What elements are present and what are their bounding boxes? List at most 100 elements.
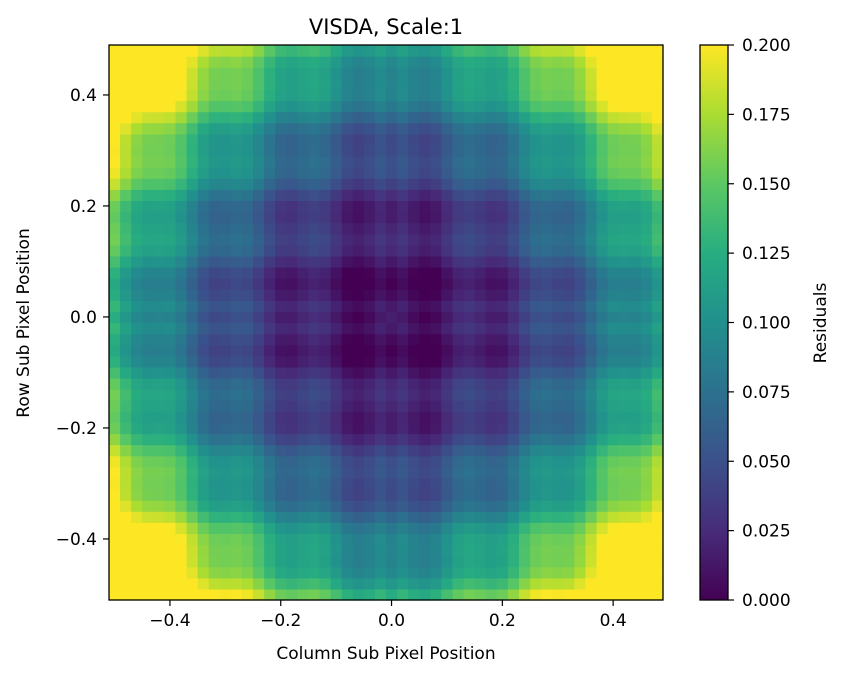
- heatmap-cell: [408, 244, 420, 257]
- heatmap-cell: [352, 144, 365, 157]
- heatmap-cell: [518, 200, 531, 213]
- heatmap-cell: [585, 466, 598, 479]
- heatmap-cell: [585, 411, 598, 423]
- heatmap-cell: [496, 167, 509, 179]
- heatmap-cell: [142, 89, 154, 102]
- heatmap-cell: [452, 233, 465, 246]
- heatmap-cell: [241, 56, 254, 68]
- heatmap-cell: [452, 133, 465, 146]
- heatmap-cell: [474, 267, 487, 279]
- heatmap-cell: [208, 389, 221, 401]
- heatmap-cell: [120, 278, 132, 290]
- heatmap-cell: [319, 422, 332, 435]
- heatmap-cell: [208, 455, 221, 468]
- heatmap-cell: [397, 222, 409, 235]
- heatmap-cell: [197, 133, 210, 146]
- heatmap-cell: [253, 400, 265, 412]
- heatmap-cell: [253, 255, 265, 268]
- heatmap-cell: [264, 489, 276, 501]
- heatmap-cell: [197, 255, 210, 268]
- heatmap-cell: [164, 455, 177, 468]
- heatmap-cell: [552, 444, 564, 457]
- heatmap-cell: [352, 366, 365, 379]
- heatmap-cell: [552, 78, 564, 90]
- heatmap-cell: [275, 255, 287, 268]
- heatmap-cell: [629, 533, 642, 546]
- heatmap-cell: [253, 489, 265, 501]
- heatmap-cell: [530, 588, 542, 601]
- heatmap-cell: [374, 489, 387, 501]
- heatmap-cell: [419, 222, 431, 235]
- heatmap-cell: [585, 566, 598, 579]
- heatmap-cell: [131, 533, 143, 546]
- heatmap-cell: [496, 588, 509, 601]
- heatmap-cell: [408, 533, 420, 546]
- heatmap-cell: [208, 311, 221, 324]
- heatmap-cell: [131, 489, 143, 501]
- heatmap-cell: [485, 378, 498, 390]
- heatmap-cell: [120, 411, 132, 423]
- heatmap-cell: [264, 178, 276, 190]
- heatmap-cell: [219, 211, 232, 224]
- heatmap-cell: [197, 378, 210, 390]
- heatmap-cell: [319, 167, 332, 179]
- heatmap-cell: [552, 333, 564, 346]
- heatmap-cell: [541, 45, 553, 57]
- heatmap-cell: [607, 300, 620, 312]
- heatmap-cell: [386, 588, 398, 601]
- heatmap-cell: [109, 122, 121, 135]
- heatmap-cell: [541, 56, 553, 68]
- heatmap-cell: [596, 144, 609, 157]
- heatmap-cell: [264, 577, 276, 590]
- heatmap-cell: [153, 477, 165, 490]
- heatmap-cell: [419, 389, 431, 401]
- heatmap-cell: [363, 211, 376, 224]
- heatmap-cell: [142, 45, 154, 57]
- heatmap-cell: [496, 477, 509, 490]
- heatmap-cell: [386, 255, 398, 268]
- heatmap-cell: [419, 300, 431, 312]
- heatmap-cell: [596, 477, 609, 490]
- heatmap-cell: [596, 489, 609, 501]
- heatmap-cell: [308, 289, 321, 301]
- heatmap-cell: [397, 178, 409, 190]
- heatmap-cell: [574, 211, 587, 224]
- heatmap-cell: [241, 533, 254, 546]
- heatmap-cell: [186, 333, 199, 346]
- heatmap-cell: [618, 167, 631, 179]
- heatmap-cell: [397, 411, 409, 423]
- heatmap-cell: [230, 566, 243, 579]
- heatmap-cell: [197, 56, 210, 68]
- heatmap-cell: [441, 267, 454, 279]
- heatmap-cell: [441, 566, 454, 579]
- heatmap-cell: [574, 555, 587, 568]
- heatmap-cell: [175, 466, 188, 479]
- heatmap-cell: [441, 200, 454, 213]
- heatmap-cell: [386, 389, 398, 401]
- heatmap-cell: [131, 89, 143, 102]
- heatmap-cell: [419, 333, 431, 346]
- heatmap-cell: [574, 444, 587, 457]
- heatmap-cell: [541, 178, 553, 190]
- heatmap-cell: [530, 355, 542, 368]
- colorbar-tick-label: 0.125: [742, 244, 791, 264]
- heatmap-cell: [120, 344, 132, 357]
- heatmap-cell: [541, 111, 553, 124]
- heatmap-cell: [175, 355, 188, 368]
- heatmap-cell: [241, 167, 254, 179]
- heatmap-cell: [131, 222, 143, 235]
- heatmap-cell: [541, 233, 553, 246]
- heatmap-cell: [618, 355, 631, 368]
- heatmap-cell: [374, 156, 387, 168]
- heatmap-cell: [496, 289, 509, 301]
- heatmap-cell: [441, 178, 454, 190]
- heatmap-cell: [496, 522, 509, 534]
- heatmap-cell: [352, 378, 365, 390]
- heatmap-cell: [596, 400, 609, 412]
- heatmap-cell: [197, 433, 210, 446]
- heatmap-cell: [640, 267, 653, 279]
- heatmap-cell: [131, 300, 143, 312]
- heatmap-cell: [374, 500, 387, 512]
- heatmap-cell: [397, 89, 409, 102]
- heatmap-cell: [541, 433, 553, 446]
